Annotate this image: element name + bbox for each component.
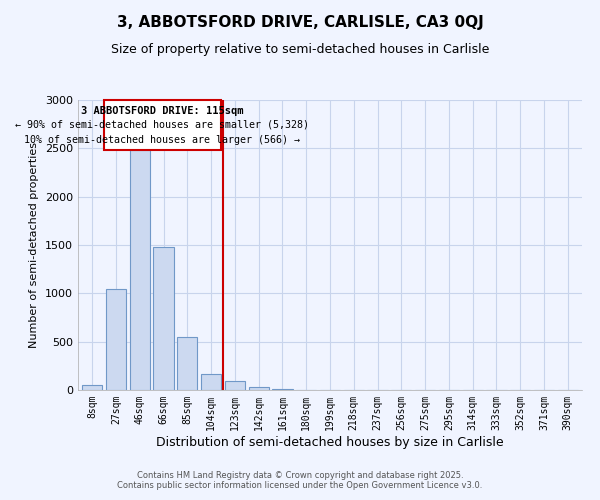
Text: 3 ABBOTSFORD DRIVE: 115sqm: 3 ABBOTSFORD DRIVE: 115sqm [81, 106, 244, 116]
Bar [154, 247, 173, 390]
Bar [82, 385, 103, 390]
Bar [272, 388, 293, 390]
Text: 3, ABBOTSFORD DRIVE, CARLISLE, CA3 0QJ: 3, ABBOTSFORD DRIVE, CARLISLE, CA3 0QJ [116, 15, 484, 30]
Bar [177, 337, 197, 390]
Text: Size of property relative to semi-detached houses in Carlisle: Size of property relative to semi-detach… [111, 42, 489, 56]
Text: Contains HM Land Registry data © Crown copyright and database right 2025.: Contains HM Land Registry data © Crown c… [137, 471, 463, 480]
Bar [225, 382, 245, 390]
Bar [201, 374, 221, 390]
Bar [248, 386, 269, 390]
FancyBboxPatch shape [104, 100, 221, 150]
Bar [106, 288, 126, 390]
Y-axis label: Number of semi-detached properties: Number of semi-detached properties [29, 142, 40, 348]
X-axis label: Distribution of semi-detached houses by size in Carlisle: Distribution of semi-detached houses by … [156, 436, 504, 448]
Text: 10% of semi-detached houses are larger (566) →: 10% of semi-detached houses are larger (… [25, 135, 301, 145]
Text: ← 90% of semi-detached houses are smaller (5,328): ← 90% of semi-detached houses are smalle… [16, 120, 310, 130]
Bar [130, 150, 150, 390]
Text: Contains public sector information licensed under the Open Government Licence v3: Contains public sector information licen… [118, 481, 482, 490]
